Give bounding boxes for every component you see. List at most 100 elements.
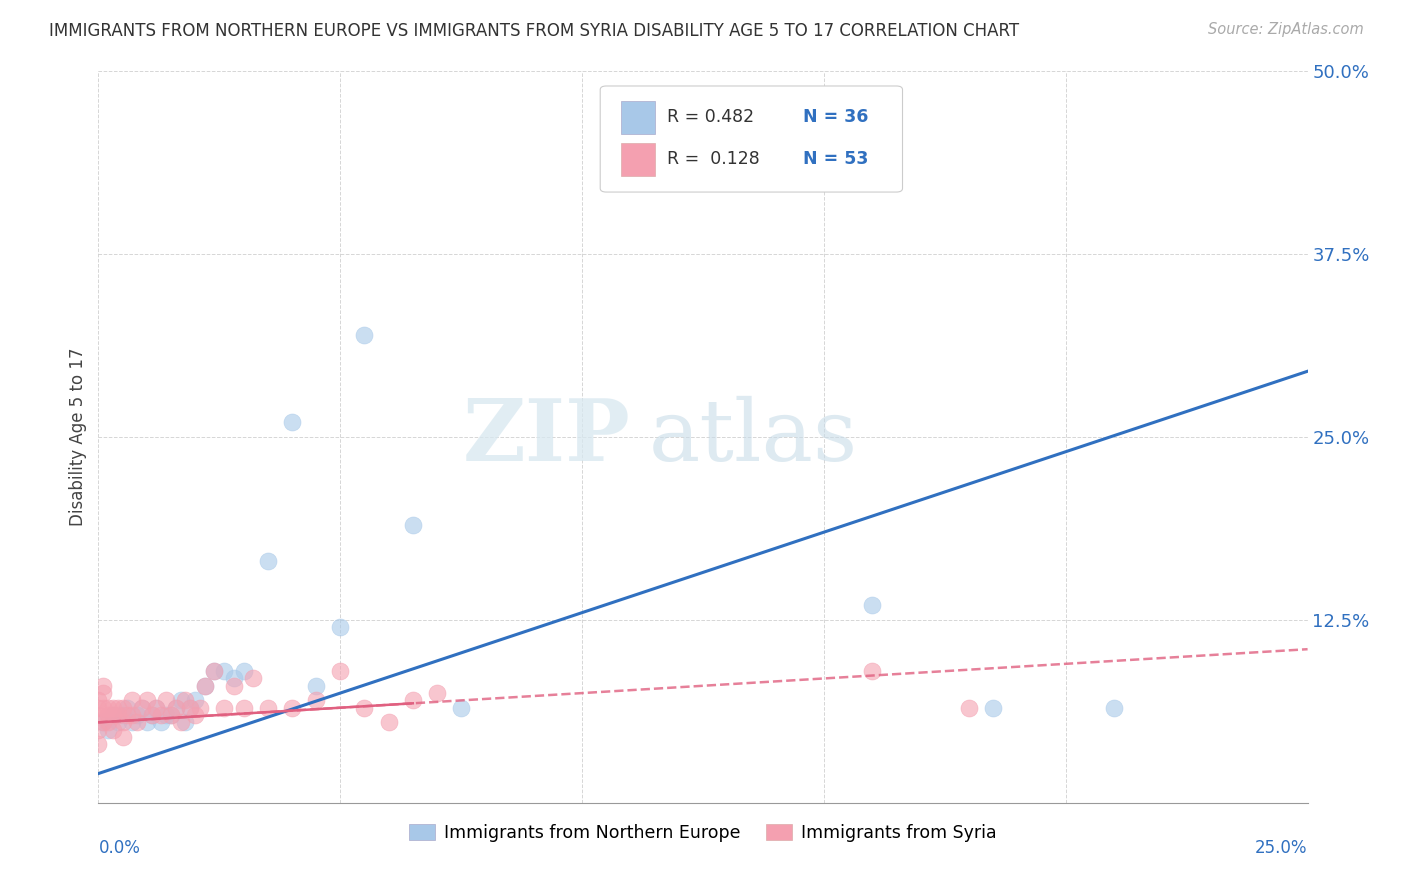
Point	[91, 715, 114, 730]
Point	[87, 723, 110, 737]
Point	[97, 715, 120, 730]
Point	[131, 700, 153, 714]
Point	[97, 723, 120, 737]
Point	[117, 708, 139, 723]
Point	[160, 708, 183, 723]
Point	[232, 700, 254, 714]
Point	[155, 708, 177, 723]
Point	[91, 686, 114, 700]
Point	[131, 700, 153, 714]
Point	[169, 715, 191, 730]
Point	[87, 700, 110, 714]
Point	[305, 679, 328, 693]
Point	[281, 700, 304, 714]
Point	[426, 686, 449, 700]
Point	[91, 700, 114, 714]
Point	[101, 723, 124, 737]
Point	[91, 679, 114, 693]
Point	[165, 700, 187, 714]
Text: 0.0%: 0.0%	[98, 839, 141, 857]
Point	[111, 730, 134, 744]
Text: IMMIGRANTS FROM NORTHERN EUROPE VS IMMIGRANTS FROM SYRIA DISABILITY AGE 5 TO 17 : IMMIGRANTS FROM NORTHERN EUROPE VS IMMIG…	[49, 22, 1019, 40]
Point	[353, 700, 375, 714]
Point	[194, 679, 217, 693]
Point	[179, 700, 201, 714]
Point	[101, 700, 124, 714]
Point	[101, 708, 124, 723]
Point	[111, 700, 134, 714]
Point	[860, 599, 883, 613]
Point	[194, 679, 217, 693]
Point	[179, 700, 201, 714]
Point	[402, 693, 425, 707]
Point	[222, 672, 245, 686]
Point	[87, 708, 110, 723]
Point	[256, 554, 278, 568]
Text: Source: ZipAtlas.com: Source: ZipAtlas.com	[1208, 22, 1364, 37]
Y-axis label: Disability Age 5 to 17: Disability Age 5 to 17	[69, 348, 87, 526]
Text: atlas: atlas	[648, 395, 858, 479]
Point	[135, 715, 157, 730]
Point	[91, 715, 114, 730]
Point	[329, 620, 352, 634]
Point	[981, 700, 1004, 714]
Point	[127, 715, 149, 730]
Text: R = 0.482: R = 0.482	[666, 109, 754, 127]
Point	[121, 715, 143, 730]
Point	[111, 715, 134, 730]
Point	[107, 715, 129, 730]
Point	[150, 715, 173, 730]
FancyBboxPatch shape	[621, 143, 655, 176]
Point	[141, 708, 163, 723]
Point	[204, 664, 226, 678]
Point	[402, 517, 425, 532]
Point	[127, 708, 149, 723]
FancyBboxPatch shape	[621, 101, 655, 134]
Point	[281, 416, 304, 430]
Point	[145, 700, 167, 714]
Point	[212, 664, 235, 678]
Point	[860, 664, 883, 678]
Point	[169, 693, 191, 707]
Point	[305, 693, 328, 707]
Point	[121, 708, 143, 723]
Point	[121, 693, 143, 707]
Point	[97, 708, 120, 723]
Point	[107, 700, 129, 714]
Point	[353, 327, 375, 342]
Point	[111, 708, 134, 723]
Point	[97, 700, 120, 714]
Point	[101, 708, 124, 723]
Point	[188, 700, 211, 714]
Point	[87, 737, 110, 751]
Point	[222, 679, 245, 693]
Point	[117, 700, 139, 714]
Legend: Immigrants from Northern Europe, Immigrants from Syria: Immigrants from Northern Europe, Immigra…	[402, 817, 1004, 849]
Point	[184, 708, 207, 723]
Text: N = 53: N = 53	[803, 150, 869, 168]
Point	[1102, 700, 1125, 714]
Point	[957, 700, 980, 714]
Point	[150, 708, 173, 723]
Point	[184, 693, 207, 707]
Point	[135, 693, 157, 707]
Point	[232, 664, 254, 678]
Point	[174, 693, 197, 707]
Point	[174, 715, 197, 730]
Point	[450, 700, 472, 714]
Text: R =  0.128: R = 0.128	[666, 150, 759, 168]
Point	[141, 708, 163, 723]
Point	[145, 700, 167, 714]
Point	[212, 700, 235, 714]
Point	[155, 693, 177, 707]
Point	[165, 700, 187, 714]
FancyBboxPatch shape	[600, 86, 903, 192]
Point	[377, 715, 399, 730]
Text: 25.0%: 25.0%	[1256, 839, 1308, 857]
Point	[204, 664, 226, 678]
Point	[87, 693, 110, 707]
Point	[160, 708, 183, 723]
Point	[256, 700, 278, 714]
Text: ZIP: ZIP	[463, 395, 630, 479]
Point	[107, 708, 129, 723]
